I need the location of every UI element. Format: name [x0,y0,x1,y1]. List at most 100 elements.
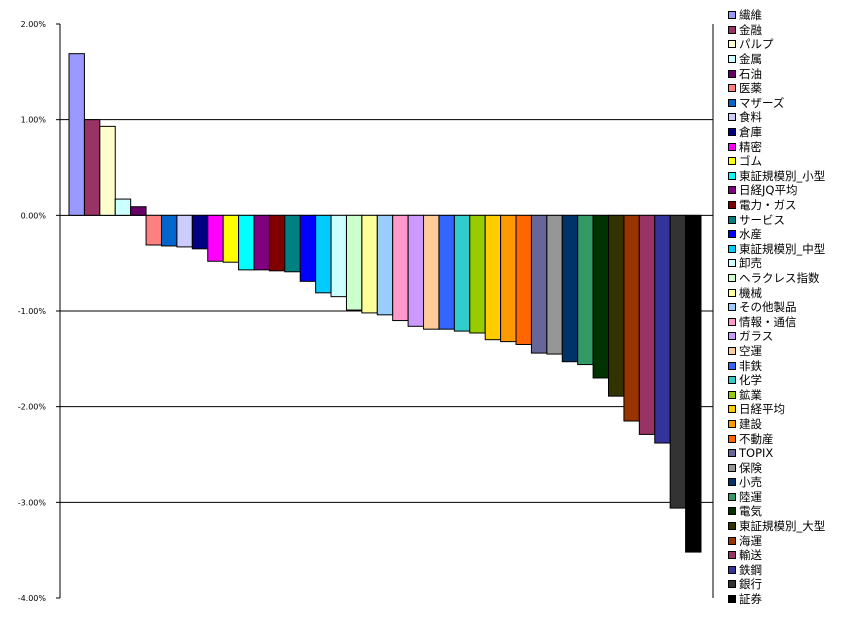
legend-entry: 金融 [728,23,825,38]
legend-label: 東証規模別_大型 [739,519,826,534]
legend-swatch [728,84,736,93]
bar-6 [145,214,162,246]
legend-swatch [728,478,736,487]
legend-label: 日経JQ平均 [739,183,798,198]
bar-23 [407,214,425,327]
legend-entry: 情報・通信 [728,314,825,329]
bar-37 [623,214,640,422]
y-tick-label: -2.00% [18,403,47,412]
legend-entry: サービス [728,212,825,227]
legend-entry: 電気 [728,504,825,519]
legend-swatch [728,186,736,195]
legend-entry: パルプ [728,37,825,52]
bar-29 [500,214,517,343]
legend-label: 情報・通信 [739,314,797,329]
bar-21 [376,214,394,316]
legend-swatch [728,463,736,472]
legend-entry: 銀行 [728,577,825,592]
legend-label: 小売 [739,475,762,490]
legend-swatch [728,157,736,166]
legend-swatch [728,551,736,560]
legend-swatch [728,113,736,122]
bar-27 [469,214,486,334]
bar-20 [361,214,378,314]
legend-entry: TOPIX [728,446,825,461]
bar-39 [654,214,671,444]
legend-swatch [728,40,736,49]
bar-1 [68,53,85,216]
legend-swatch [728,142,736,151]
legend-label: 卸売 [739,256,762,271]
legend-swatch [728,128,736,137]
legend-entry: 空運 [728,344,825,359]
y-tick-label: 0.00% [21,211,47,220]
legend-entry: 卸売 [728,256,825,271]
legend-entry: 石油 [728,66,825,81]
legend-label: 鉱業 [739,387,762,402]
legend-label: 海運 [739,533,762,548]
legend-entry: 日経平均 [728,402,825,417]
y-tick-label: -4.00% [18,594,47,603]
legend-swatch [728,201,736,210]
legend-label: 保険 [739,460,762,475]
legend-entry: 東証規模別_小型 [728,169,825,184]
bar-26 [453,214,471,332]
bar-25 [438,214,455,330]
legend-label: 化学 [739,373,762,388]
bar-40 [669,214,687,509]
legend-swatch [728,288,736,297]
legend-swatch [728,376,736,385]
legend-label: 証券 [739,592,762,607]
bar-4 [114,198,132,216]
bar-18 [330,214,347,298]
legend-entry: 精密 [728,139,825,154]
bar-10 [207,214,224,262]
legend-entry: 海運 [728,533,825,548]
legend-label: 銀行 [739,577,762,592]
legend-label: 建設 [739,416,762,431]
legend-entry: 輸送 [728,548,825,563]
bar-3 [99,125,116,216]
bar-35 [592,214,610,379]
legend-swatch [728,346,736,355]
legend-label: 電気 [739,504,762,519]
y-tick-label: -3.00% [18,498,47,507]
legend-label: 東証規模別_小型 [739,168,826,183]
legend-entry: ガラス [728,329,825,344]
legend-swatch [728,98,736,107]
legend: 繊維 金融 パルプ 金属 石油 医薬 マザーズ 食料 倉庫 精密 ゴム 東証規模別_小型 日経JQ平均電… [728,8,825,606]
bar-7 [160,214,178,247]
bar-28 [484,214,502,341]
bar-5 [130,206,147,216]
legend-entry: 非鉄 [728,358,825,373]
bar-38 [638,214,656,435]
legend-swatch [728,332,736,341]
legend-label: 食料 [739,110,762,125]
legend-label: 機械 [739,285,762,300]
legend-swatch [728,361,736,370]
legend-label: 電力・ガス [739,198,797,213]
legend-entry: 陸運 [728,490,825,505]
legend-entry: 建設 [728,417,825,432]
legend-entry: マザーズ [728,96,825,111]
legend-label: サービス [739,212,785,227]
legend-label: ヘラクレス指数 [739,270,820,285]
legend-swatch [728,507,736,516]
legend-label: 陸運 [739,489,762,504]
legend-swatch [728,390,736,399]
legend-entry: 鉄鋼 [728,563,825,578]
bar-2 [83,119,101,216]
legend-entry: 鉱業 [728,387,825,402]
bar-33 [561,214,579,363]
legend-label: ゴム [739,154,762,169]
legend-swatch [728,536,736,545]
bar-15 [284,214,301,273]
legend-entry: 食料 [728,110,825,125]
legend-label: 水産 [739,227,762,242]
legend-label: 輸送 [739,548,762,563]
legend-swatch [728,419,736,428]
bar-12 [238,214,255,271]
legend-label: 鉄鋼 [739,562,762,577]
